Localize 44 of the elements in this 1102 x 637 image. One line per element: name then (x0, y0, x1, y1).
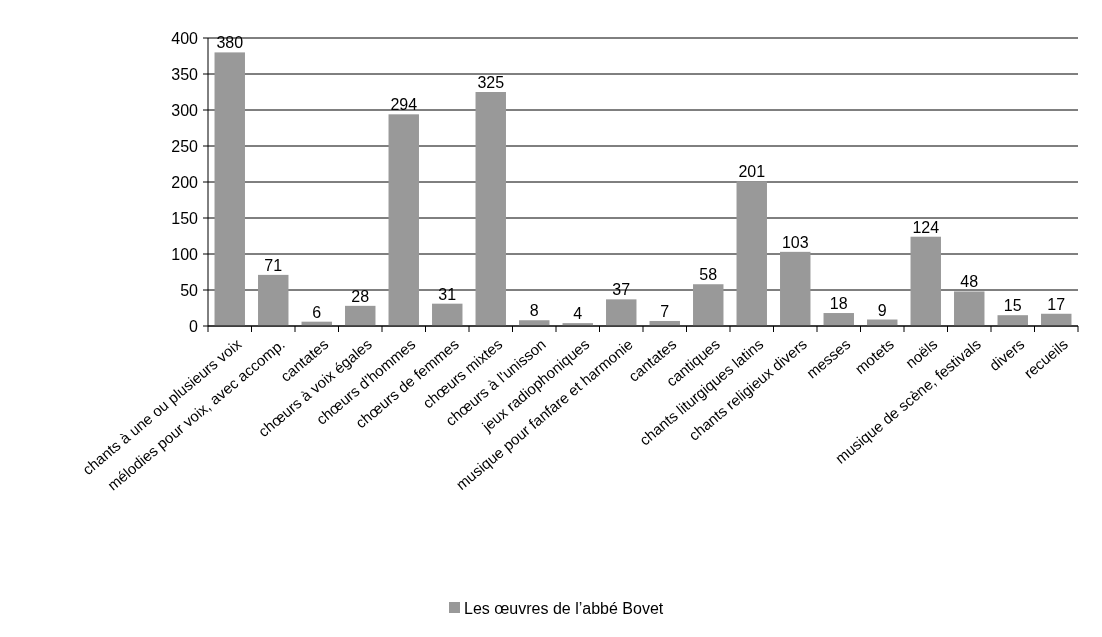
data-label: 7 (660, 302, 670, 320)
data-label: 9 (877, 301, 887, 319)
y-tick-label: 50 (180, 281, 199, 299)
data-label: 124 (912, 218, 940, 236)
y-tick-label: 300 (171, 101, 199, 119)
bar (606, 299, 637, 326)
bar (388, 114, 419, 326)
data-label: 201 (738, 163, 766, 181)
y-tick-label: 100 (171, 245, 199, 263)
data-label: 48 (960, 273, 979, 291)
data-label: 58 (699, 266, 718, 284)
legend-label: Les œuvres de l’abbé Bovet (464, 599, 664, 617)
data-label: 4 (573, 305, 583, 323)
data-label: 380 (216, 34, 244, 52)
bar (823, 313, 854, 326)
bar (736, 181, 767, 326)
bar (693, 284, 724, 326)
data-label: 8 (529, 302, 539, 320)
data-label: 31 (438, 285, 457, 303)
data-label: 325 (477, 74, 505, 91)
data-label: 37 (612, 281, 631, 299)
bar (432, 303, 463, 326)
y-tick-label: 400 (171, 29, 199, 47)
data-label: 294 (390, 96, 418, 114)
bar (910, 236, 941, 326)
data-label: 103 (781, 233, 809, 251)
data-label: 15 (1003, 297, 1022, 315)
data-label: 6 (312, 303, 322, 321)
bar (214, 52, 245, 326)
y-tick-label: 0 (189, 317, 199, 335)
data-label: 71 (264, 256, 283, 274)
bar (345, 305, 376, 326)
data-label: 17 (1047, 295, 1066, 313)
data-label: 28 (351, 287, 370, 305)
bar (258, 274, 289, 326)
y-tick-label: 200 (171, 173, 199, 191)
y-tick-label: 150 (171, 209, 199, 227)
y-tick-label: 250 (171, 137, 199, 155)
bar (997, 315, 1028, 326)
data-label: 18 (829, 295, 848, 313)
y-tick-label: 350 (171, 65, 199, 83)
bar (780, 251, 811, 326)
bar (954, 291, 985, 326)
bar (475, 92, 506, 326)
